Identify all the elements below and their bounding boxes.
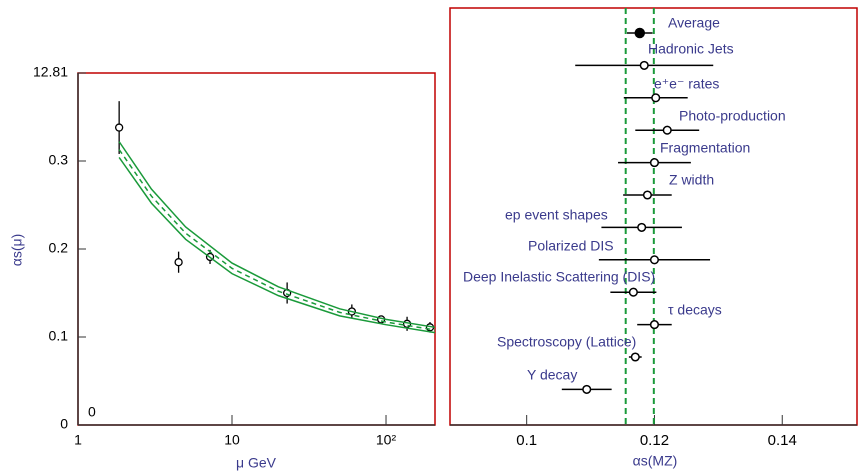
x-tick-label: 1 — [74, 432, 82, 448]
data-point — [649, 255, 660, 265]
data-point — [630, 352, 640, 362]
row-label: Z width — [669, 172, 714, 188]
data-point — [637, 222, 647, 232]
data-point — [662, 125, 672, 135]
x-tick-label: 10² — [376, 432, 397, 448]
row-label: e⁺e⁻ rates — [654, 76, 719, 92]
data-point — [582, 384, 592, 394]
x-axis-label: μ GeV — [236, 455, 277, 471]
row-label: τ decays — [668, 302, 722, 318]
row-label: Average — [668, 15, 720, 31]
data-point — [651, 93, 661, 103]
curve — [118, 149, 436, 331]
x-axis-label: αs(MZ) — [633, 453, 678, 469]
data-point — [649, 158, 660, 168]
row-label: Fragmentation — [660, 140, 750, 156]
row-label: Polarized DIS — [528, 238, 614, 254]
x-tick-label: 10 — [224, 432, 240, 448]
annotation: 0 — [88, 404, 96, 420]
curve — [118, 141, 436, 329]
row-label: Hadronic Jets — [648, 41, 734, 57]
x-tick-label: 0.1 — [516, 432, 537, 449]
y-tick-label: 12.81 — [33, 64, 68, 80]
data-point — [649, 320, 660, 330]
row-label: Deep Inelastic Scattering (DIS) — [463, 269, 655, 285]
y-tick-label: 0.2 — [49, 240, 69, 256]
data-point — [174, 258, 183, 267]
row-label: Photo-production — [679, 108, 786, 124]
x-tick-label: 0.14 — [768, 432, 797, 449]
y-tick-label: 0 — [60, 416, 68, 432]
y-axis-label: αs(μ) — [9, 234, 25, 266]
x-tick-label: 0.12 — [640, 432, 669, 449]
data-point — [634, 27, 646, 39]
data-point — [639, 60, 649, 70]
row-label: Υ decay — [527, 367, 577, 383]
plot-frame — [77, 72, 436, 426]
data-point — [628, 287, 638, 297]
data-point — [114, 123, 124, 132]
row-label: Spectroscopy (Lattice) — [497, 334, 636, 350]
row-label: ep event shapes — [505, 207, 608, 223]
data-point — [642, 190, 652, 200]
y-tick-label: 0.3 — [49, 152, 69, 168]
curve — [118, 157, 436, 334]
y-tick-label: 0.1 — [49, 328, 69, 344]
